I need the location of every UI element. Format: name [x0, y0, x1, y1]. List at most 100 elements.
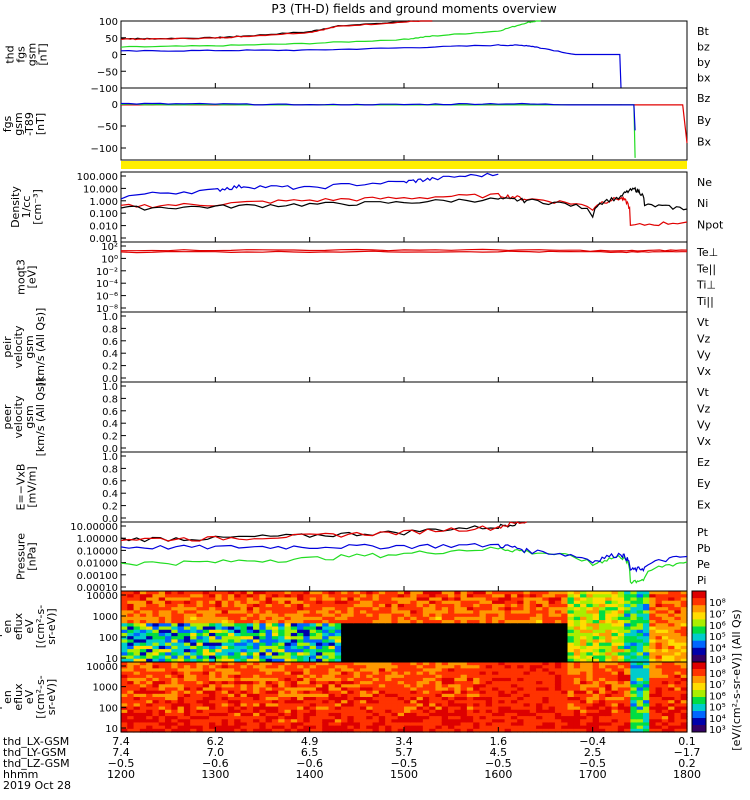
heatmap-cell [642, 623, 650, 628]
heatmap-cell [624, 591, 631, 595]
heatmap-cell [529, 693, 537, 698]
heatmap-cell [171, 636, 179, 641]
heatmap-cell [605, 712, 613, 717]
heatmap-cell [165, 639, 172, 644]
heatmap-cell [542, 626, 550, 631]
heatmap-cell [259, 636, 267, 641]
heatmap-cell [460, 655, 468, 660]
heatmap-cell [429, 649, 437, 653]
heatmap-cell [391, 719, 399, 724]
heatmap-cell [190, 700, 198, 704]
heatmap-cell [397, 620, 405, 624]
heatmap-cell [127, 722, 135, 727]
heatmap-cell [466, 600, 474, 605]
heatmap-cell [492, 719, 499, 724]
heatmap-cell [441, 591, 449, 595]
heatmap-cell [133, 703, 141, 708]
heatmap-cell [611, 662, 619, 666]
heatmap-cell [636, 603, 644, 608]
heatmap-cell [460, 662, 468, 666]
heatmap-cell [152, 677, 160, 682]
heatmap-cell [404, 607, 411, 611]
heatmap-cell [271, 677, 279, 682]
legend-entry: bx [697, 72, 711, 85]
heatmap-cell [328, 642, 336, 647]
x-date-label: 2019 Oct 28 [3, 779, 71, 792]
heatmap-cell [246, 697, 254, 701]
heatmap-cell [492, 662, 499, 666]
heatmap-cell [492, 700, 499, 704]
heatmap-cell [133, 700, 141, 704]
heatmap-cell [441, 623, 449, 628]
heatmap-cell [334, 645, 342, 650]
heatmap-cell [416, 639, 424, 644]
heatmap-cell [542, 697, 550, 701]
heatmap-cell [240, 700, 248, 704]
heatmap-cell [460, 658, 468, 663]
heatmap-cell [454, 719, 462, 724]
heatmap-cell [642, 687, 650, 692]
heatmap-cell [655, 674, 663, 679]
heatmap-cell [617, 703, 625, 708]
panel-3: 100.00010.0001.0000.1000.0100.001Density… [9, 171, 724, 245]
y-tick-label: −100 [91, 144, 118, 155]
heatmap-cell [271, 626, 279, 631]
heatmap-cell [580, 671, 587, 676]
heatmap-cell [460, 700, 468, 704]
y-tick-label: 0 [112, 100, 118, 111]
heatmap-cell [152, 690, 160, 695]
heatmap-cell [617, 639, 625, 644]
heatmap-cell [121, 681, 128, 685]
heatmap-cell [353, 677, 361, 682]
heatmap-cell [290, 690, 298, 695]
series-npot-line [120, 172, 499, 200]
heatmap-cell [284, 649, 292, 653]
heatmap-cell [460, 636, 468, 641]
heatmap-cell [611, 632, 619, 637]
heatmap-cell [385, 626, 393, 631]
heatmap-cell [278, 687, 286, 692]
heatmap-cell [328, 722, 336, 727]
heatmap-cell [649, 677, 657, 682]
heatmap-cell [580, 597, 587, 602]
heatmap-cell [429, 655, 437, 660]
heatmap-cell [190, 728, 198, 733]
heatmap-cell [630, 616, 638, 621]
heatmap-cell [567, 671, 575, 676]
heatmap-cell [611, 639, 619, 644]
heatmap-cell [435, 620, 443, 624]
heatmap-cell [674, 655, 682, 660]
heatmap-cell [139, 716, 147, 720]
heatmap-cell [290, 652, 298, 657]
heatmap-cell [649, 600, 657, 605]
heatmap-cell [473, 591, 481, 595]
heatmap-cell [517, 655, 525, 660]
heatmap-cell [240, 658, 248, 663]
heatmap-cell [429, 591, 437, 595]
x-row-value: −0.5 [391, 757, 418, 770]
heatmap-cell [385, 591, 393, 595]
heatmap-cell [510, 684, 518, 689]
heatmap-cell [190, 603, 198, 608]
heatmap-cell [271, 693, 279, 698]
heatmap-cell [554, 671, 562, 676]
heatmap-cell [278, 665, 286, 669]
heatmap-cell [573, 684, 581, 689]
heatmap-cell [573, 652, 581, 657]
heatmap-cell [674, 645, 682, 650]
legend-entry: Vz [697, 402, 711, 415]
heatmap-cell [133, 613, 141, 618]
heatmap-cell [674, 610, 682, 615]
y-tick-label: 10⁻⁴ [96, 279, 118, 290]
heatmap-cell [215, 725, 223, 730]
heatmap-cell [253, 706, 260, 711]
heatmap-cell [397, 719, 405, 724]
heatmap-cell [366, 719, 374, 724]
heatmap-cell [385, 706, 393, 711]
heatmap-cell [196, 600, 204, 605]
heatmap-cell [630, 639, 638, 644]
heatmap-cell [536, 594, 543, 599]
heatmap-cell [466, 728, 474, 733]
heatmap-cell [303, 719, 311, 724]
series-bz-line [120, 20, 433, 41]
